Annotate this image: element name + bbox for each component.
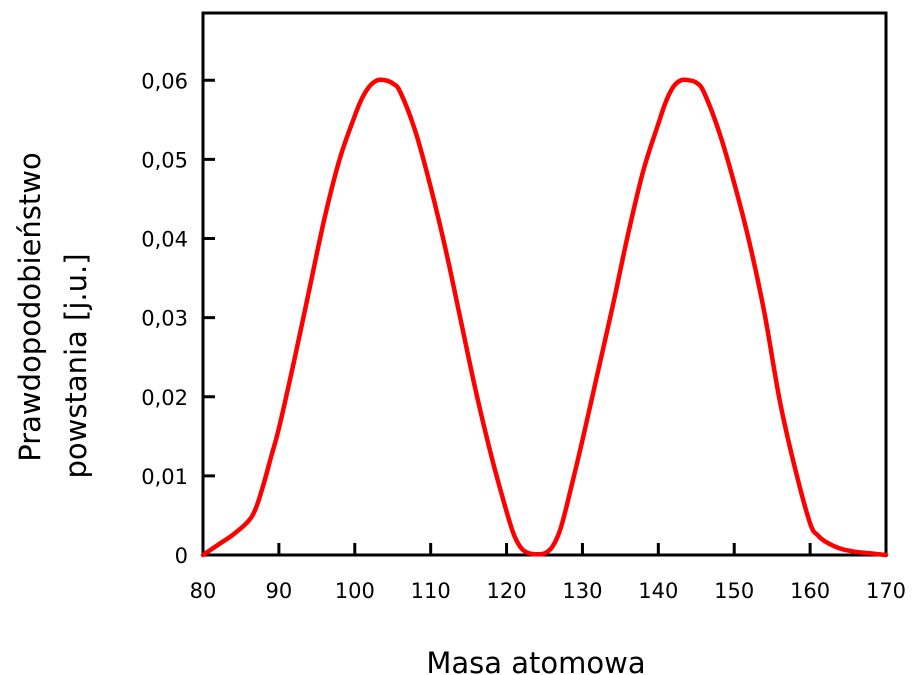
plot-frame [201, 11, 888, 557]
y-axis-title-line1: Prawdopodobieństwo [13, 152, 47, 461]
x-tick-label: 80 [190, 579, 217, 603]
x-tick-label: 140 [638, 579, 678, 603]
x-tick-label: 110 [411, 579, 451, 603]
y-tick-label: 0,03 [141, 307, 188, 331]
y-tick-label: 0,06 [141, 69, 188, 93]
x-tick-label: 90 [266, 579, 293, 603]
y-tick-label: 0,04 [141, 228, 188, 252]
x-tick-label: 170 [866, 579, 906, 603]
x-axis-title: Masa atomowa [426, 646, 645, 675]
x-tick-label: 160 [790, 579, 830, 603]
x-axis: 80 90 100 110 120 130 140 150 160 170 [190, 543, 906, 603]
y-tick-label: 0,02 [141, 386, 188, 410]
y-axis: 0 0,01 0,02 0,03 0,04 0,05 0,06 [141, 69, 215, 568]
y-tick-label: 0 [175, 544, 188, 568]
y-tick-label: 0,05 [141, 148, 188, 172]
x-tick-label: 150 [714, 579, 754, 603]
x-tick-label: 120 [487, 579, 527, 603]
series-line [200, 77, 889, 558]
y-axis-title-line2: powstania [j.u.] [59, 253, 93, 478]
x-tick-label: 100 [335, 579, 375, 603]
x-tick-label: 130 [562, 579, 602, 603]
y-tick-label: 0,01 [141, 465, 188, 489]
